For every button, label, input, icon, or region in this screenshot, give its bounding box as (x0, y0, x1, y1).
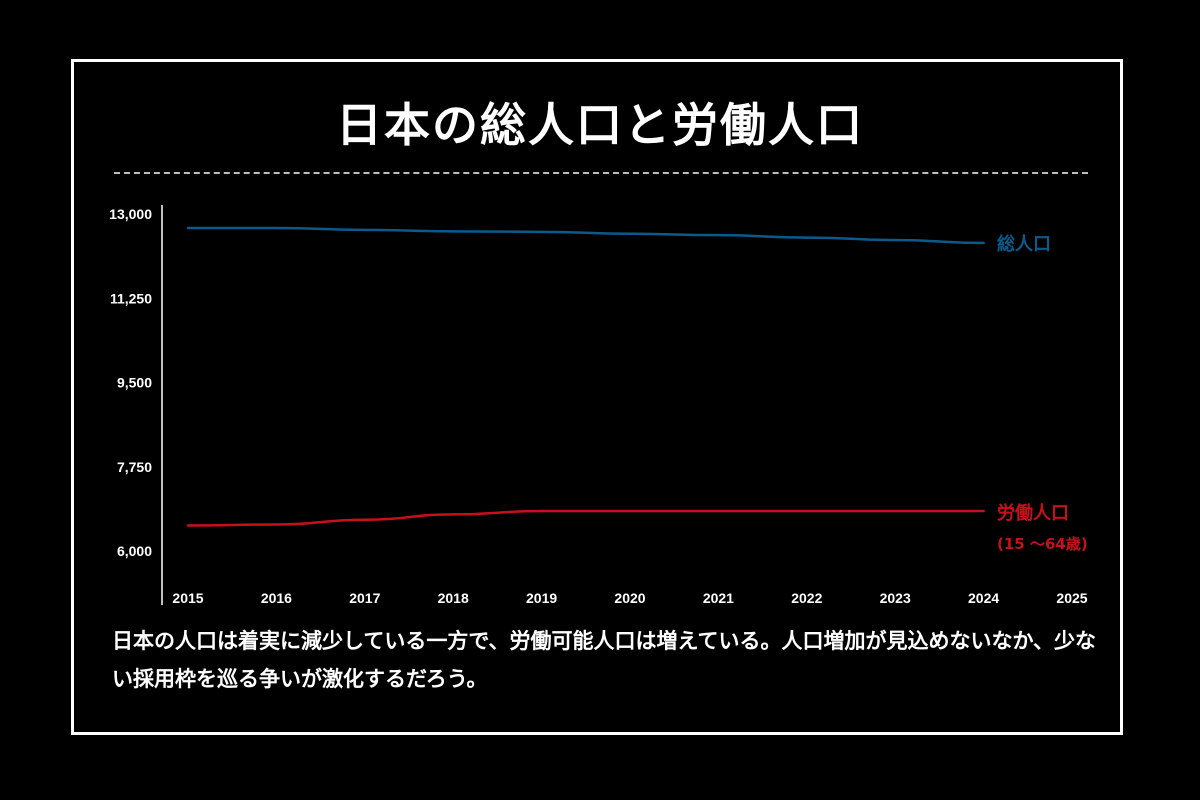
x-tick-labels: 2015 2016 2017 2018 2019 2020 2021 2022 2023 2024… (172, 590, 1087, 606)
x-tick-label: 2017 (349, 590, 380, 606)
y-tick-label: 6,000 (117, 543, 152, 559)
x-tick-label: 2019 (526, 590, 557, 606)
labor-population-label: 労働人口 (997, 502, 1069, 524)
x-tick-label: 2016 (261, 590, 292, 606)
y-tick-label: 7,750 (117, 459, 152, 475)
labor-population-line (186, 509, 985, 527)
labor-population-age-label: (15 〜64歳) (997, 535, 1088, 553)
x-tick-label: 2022 (791, 590, 822, 606)
caption-text: 日本の人口は着実に減少している一方で、労働可能人口は増えている。人口増加が見込め… (112, 629, 1097, 691)
y-tick-label: 9,500 (117, 375, 152, 391)
x-tick-label: 2023 (880, 590, 911, 606)
series-lines (186, 226, 985, 527)
total-population-line (186, 226, 985, 245)
y-tick-label: 11,250 (110, 290, 152, 306)
y-tick-label: 13,000 (109, 206, 152, 222)
total-population-label: 総人口 (997, 233, 1051, 255)
x-tick-label: 2018 (438, 590, 469, 606)
x-tick-label: 2021 (703, 590, 734, 606)
x-tick-label: 2025 (1056, 590, 1087, 606)
outer-frame (71, 59, 1123, 735)
y-tick-labels: 13,000 11,250 9,500 7,750 6,000 (109, 206, 152, 559)
x-tick-label: 2024 (968, 590, 999, 606)
page-title: 日本の総人口と労働人口 (336, 98, 864, 152)
dashed-divider (114, 172, 1088, 174)
x-tick-label: 2015 (172, 590, 203, 606)
x-tick-label: 2020 (614, 590, 645, 606)
